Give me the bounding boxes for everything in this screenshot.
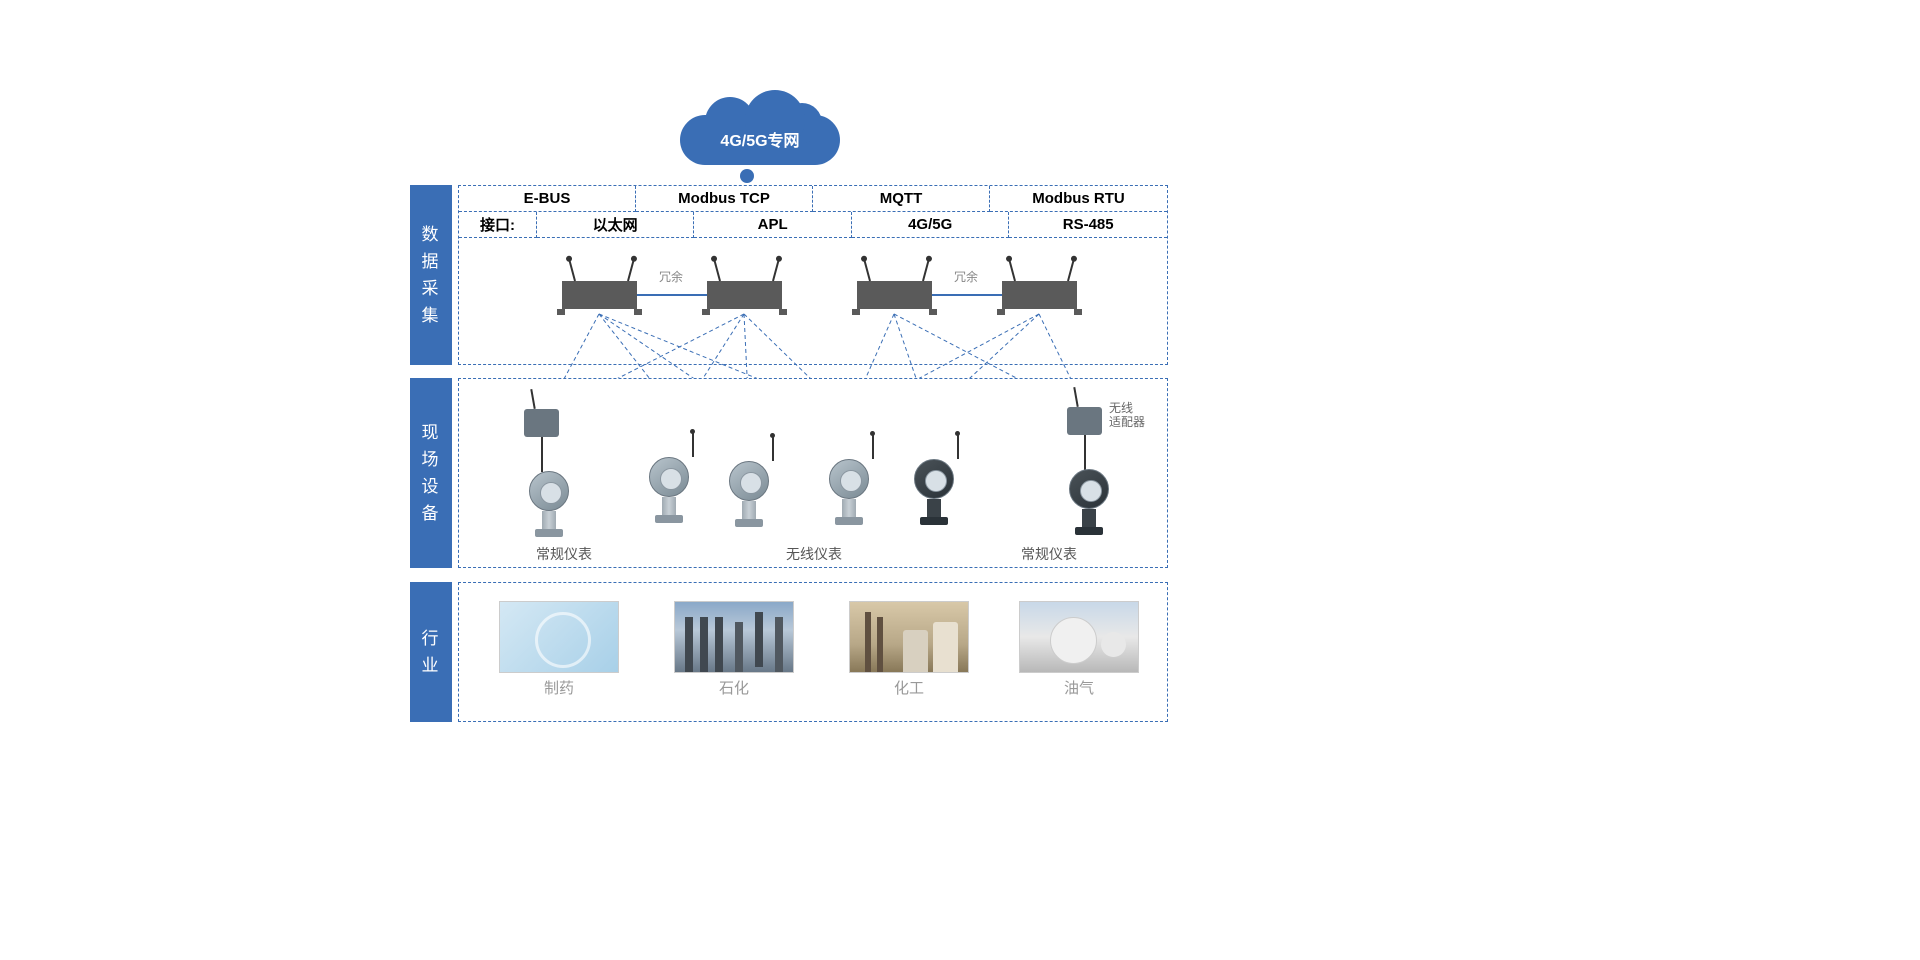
wireless-adapter — [1067, 407, 1102, 435]
transmitter-device — [519, 471, 579, 537]
industry-label: 油气 — [1019, 677, 1139, 698]
industry-image — [674, 601, 794, 673]
cloud-label: 4G/5G专网 — [680, 127, 840, 151]
device-group-label: 常规仪表 — [519, 544, 609, 564]
protocol-mqtt: MQTT — [813, 186, 990, 212]
transmitter-device — [904, 459, 964, 525]
transmitter-device — [1059, 469, 1119, 535]
protocol-modbus-tcp: Modbus TCP — [636, 186, 813, 212]
section-label-field: 现 场 设 备 — [410, 378, 452, 568]
gateway-device — [849, 281, 939, 309]
section-label-acquisition: 数 据 采 集 — [410, 185, 452, 365]
industry-petro: 石化 — [674, 601, 794, 698]
industry-image — [1019, 601, 1139, 673]
adapter-wire — [1084, 435, 1086, 470]
interface-ethernet: 以太网 — [537, 212, 695, 238]
transmitter-device — [639, 457, 699, 523]
transmitter-device — [719, 461, 779, 527]
interface-4g5g: 4G/5G — [852, 212, 1010, 238]
gateway-device — [994, 281, 1084, 309]
gateway-device — [699, 281, 789, 309]
panel-field: 无线适配器 常规仪表 无线仪表 常规仪表 — [458, 378, 1168, 568]
interface-rs485: RS-485 — [1009, 212, 1167, 238]
section-label-industry: 行 业 — [410, 582, 452, 722]
protocol-ebus: E-BUS — [459, 186, 636, 212]
panel-acquisition: E-BUS Modbus TCP MQTT Modbus RTU 接口: 以太网… — [458, 185, 1168, 365]
device-group-label: 常规仪表 — [1004, 544, 1094, 564]
redundancy-label: 冗余 — [954, 268, 978, 285]
interface-row: 接口: 以太网 APL 4G/5G RS-485 — [459, 212, 1167, 238]
device-group-label: 无线仪表 — [769, 544, 859, 564]
interface-header: 接口: — [459, 212, 537, 238]
industry-image — [849, 601, 969, 673]
industry-label: 制药 — [499, 677, 619, 698]
industry-oilgas: 油气 — [1019, 601, 1139, 698]
transmitter-device — [819, 459, 879, 525]
industry-label: 化工 — [849, 677, 969, 698]
industry-chem: 化工 — [849, 601, 969, 698]
protocol-modbus-rtu: Modbus RTU — [990, 186, 1167, 212]
cloud-4g5g: 4G/5G专网 — [680, 115, 840, 175]
industry-label: 石化 — [674, 677, 794, 698]
industry-image — [499, 601, 619, 673]
redundancy-label: 冗余 — [659, 268, 683, 285]
gateway-device — [554, 281, 644, 309]
interface-apl: APL — [694, 212, 852, 238]
industry-pharma: 制药 — [499, 601, 619, 698]
adapter-wire — [541, 437, 543, 472]
wireless-adapter — [524, 409, 559, 437]
protocol-row: E-BUS Modbus TCP MQTT Modbus RTU — [459, 186, 1167, 212]
adapter-label: 无线适配器 — [1109, 401, 1159, 430]
panel-industry: 制药 石化 化工 油气 — [458, 582, 1168, 722]
